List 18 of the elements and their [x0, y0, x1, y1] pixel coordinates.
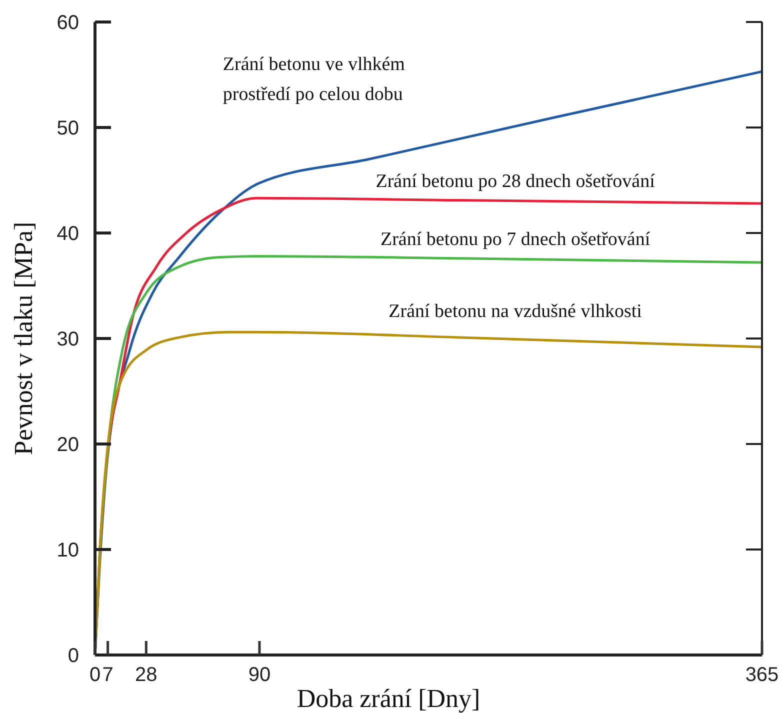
x-tick-label: 365 [745, 664, 779, 686]
y-tick-label: 50 [56, 118, 79, 140]
x-tick-label: 28 [135, 664, 158, 686]
series-label: Zrání betonu po 28 dnech ošetřování [376, 170, 656, 192]
y-tick-label: 30 [56, 328, 79, 350]
y-tick-label: 20 [56, 434, 79, 456]
y-tick-label: 0 [68, 645, 79, 667]
x-axis-title: Doba zrání [Dny] [296, 684, 480, 713]
x-tick-label: 90 [248, 664, 271, 686]
series-label: Zrání betonu po 7 dnech ošetřování [380, 229, 651, 250]
x-tick-label: 0 [89, 664, 101, 686]
y-tick-label: 10 [56, 540, 79, 562]
text: Zrání betonu ve vlhkém prostředí po celou dobu [222, 54, 406, 105]
series-label: Zrání betonu na vzdušné vlhkosti [388, 301, 642, 322]
x-tick-label: 7 [102, 664, 114, 686]
y-axis-title: Pevnost v tlaku [MPa] [9, 222, 38, 456]
y-tick-label: 60 [56, 12, 79, 34]
y-tick-label: 40 [56, 223, 79, 245]
